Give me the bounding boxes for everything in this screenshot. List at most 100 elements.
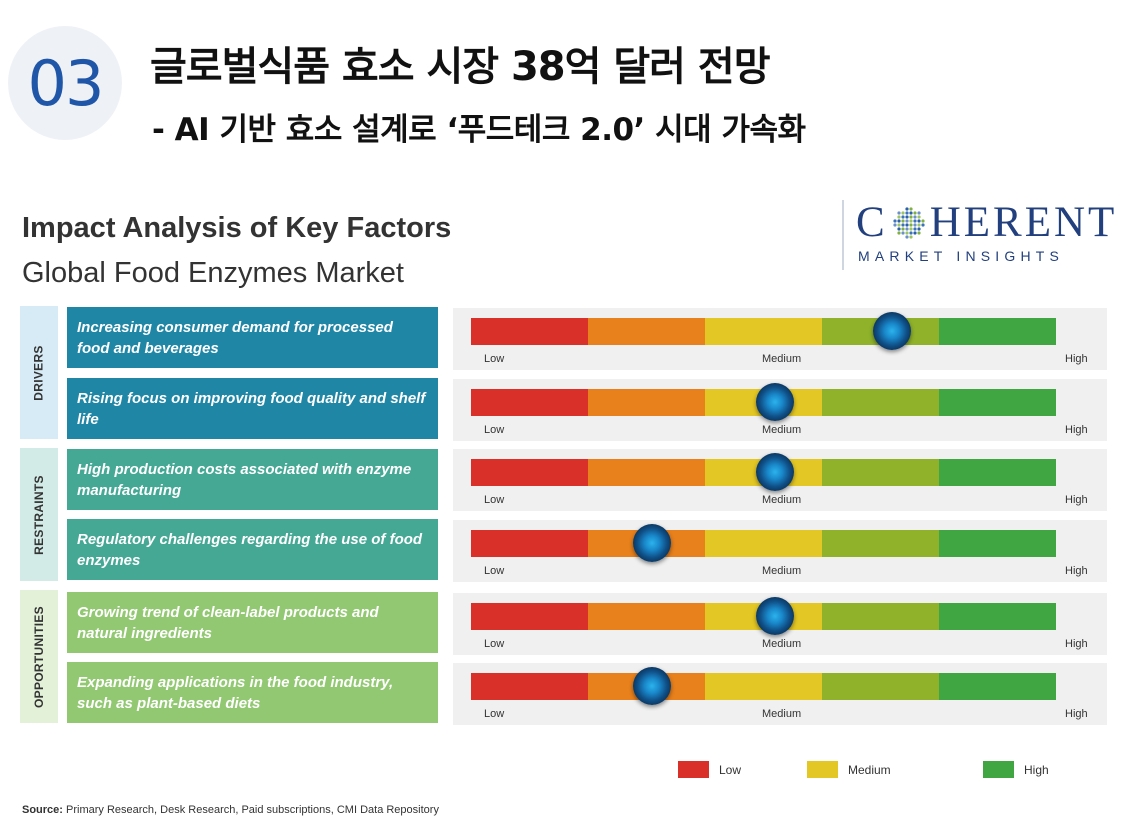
factor-text: High production costs associated with en… [77, 460, 412, 499]
section-label-drivers: DRIVERS [20, 306, 58, 439]
chart-title: Impact Analysis of Key Factors [22, 212, 452, 244]
legend-swatch-low [678, 761, 709, 778]
globe-dot [909, 226, 913, 231]
globe-dot [897, 218, 901, 223]
globe-dot [909, 214, 913, 219]
legend-item-medium: Medium [807, 761, 891, 778]
section-number: 03 [27, 46, 105, 120]
globe-dot [917, 230, 921, 235]
impact-row: Low Medium High [453, 663, 1107, 725]
globe-icon [893, 206, 925, 239]
globe-dot [909, 230, 913, 235]
globe-dot [905, 226, 909, 231]
scale-segment-high [939, 318, 1056, 345]
scale-label-low: Low [484, 565, 505, 577]
globe-dot [901, 230, 905, 235]
scale-segment-low [471, 673, 588, 700]
globe-dot [905, 210, 909, 215]
scale-label-medium: Medium [762, 424, 802, 436]
scale-label-medium: Medium [762, 494, 802, 506]
section-label-text: DRIVERS [32, 344, 47, 401]
legend-label-high: High [1024, 762, 1049, 777]
factor-text: Regulatory challenges regarding the use … [77, 530, 423, 569]
factor-box: Rising focus on improving food quality a… [67, 378, 438, 439]
section-label-text: OPPORTUNITIES [32, 605, 47, 708]
scale-label-medium: Medium [762, 638, 802, 650]
globe-dot [905, 230, 909, 235]
scale-segment-low [471, 603, 588, 630]
globe-dot [901, 210, 905, 215]
globe-dot [921, 218, 925, 223]
impact-row: Low Medium High [453, 308, 1107, 370]
section-label-text: RESTRAINTS [32, 474, 47, 555]
globe-dot [917, 222, 921, 227]
globe-dot [909, 206, 913, 211]
globe-dot [905, 234, 909, 239]
scale-label-medium: Medium [762, 353, 802, 365]
factor-box: Growing trend of clean-label products an… [67, 592, 438, 653]
impact-scale-bar [471, 673, 1056, 700]
scale-label-high: High [1065, 708, 1088, 720]
source-note: Source: Primary Research, Desk Research,… [22, 804, 439, 816]
scale-label-low: Low [484, 638, 505, 650]
factor-box: Increasing consumer demand for processed… [67, 307, 438, 368]
globe-dot [901, 214, 905, 219]
globe-dot [905, 214, 909, 219]
logo-letter-c: C [856, 199, 888, 246]
impact-marker [633, 667, 672, 705]
scale-segment-high [939, 459, 1056, 486]
legend-item-high: High [983, 761, 1049, 778]
scale-segment-high [939, 603, 1056, 630]
scale-label-low: Low [484, 353, 505, 365]
scale-segment-low [471, 389, 588, 416]
impact-row: Low Medium High [453, 593, 1107, 655]
globe-dot [917, 218, 921, 223]
scale-label-high: High [1065, 353, 1088, 365]
scale-label-low: Low [484, 708, 505, 720]
impact-marker [756, 597, 795, 635]
factor-text: Expanding applications in the food indus… [77, 673, 394, 712]
scale-label-low: Low [484, 424, 505, 436]
globe-dot [917, 214, 921, 219]
logo-divider [842, 200, 844, 270]
factor-text: Growing trend of clean-label products an… [77, 603, 379, 642]
section-number-badge: 03 [8, 26, 122, 140]
legend-label-low: Low [719, 762, 742, 777]
logo-tagline: MARKET INSIGHTS [858, 248, 1065, 264]
globe-dot [897, 214, 901, 219]
chart-subtitle: Global Food Enzymes Market [22, 257, 404, 289]
scale-segment-high [939, 530, 1056, 557]
coherent-market-insights-logo: C HERENT MARKET INSIGHTS [842, 196, 1122, 274]
globe-dot [901, 218, 905, 223]
factor-box: Regulatory challenges regarding the use … [67, 519, 438, 580]
scale-segment-low-medium [588, 459, 705, 486]
impact-scale-bar [471, 318, 1056, 345]
globe-dot [913, 230, 917, 235]
scale-label-medium: Medium [762, 708, 802, 720]
legend-item-low: Low [678, 761, 741, 778]
factor-box: Expanding applications in the food indus… [67, 662, 438, 723]
impact-scale-bar [471, 530, 1056, 557]
globe-dot [897, 222, 901, 227]
globe-dot [913, 226, 917, 231]
factor-text: Rising focus on improving food quality a… [77, 389, 426, 428]
globe-dot [917, 210, 921, 215]
impact-marker [756, 453, 795, 491]
scale-segment-low-medium [588, 389, 705, 416]
globe-dot [897, 230, 901, 235]
subheadline: - AI 기반 효소 설계로 ‘푸드테크 2.0’ 시대 가속화 [152, 112, 806, 148]
scale-segment-high [939, 673, 1056, 700]
scale-label-high: High [1065, 638, 1088, 650]
globe-dot [905, 218, 909, 223]
impact-row: Low Medium High [453, 379, 1107, 441]
factor-box: High production costs associated with en… [67, 449, 438, 510]
globe-dot [897, 210, 901, 215]
impact-scale-bar [471, 459, 1056, 486]
globe-dot [917, 226, 921, 231]
globe-dot [913, 214, 917, 219]
logo-wordmark: C HERENT [856, 198, 1117, 247]
scale-segment-low [471, 459, 588, 486]
logo-letters: HERENT [929, 199, 1118, 246]
globe-dot [909, 218, 913, 223]
scale-segment-medium-high [822, 459, 939, 486]
